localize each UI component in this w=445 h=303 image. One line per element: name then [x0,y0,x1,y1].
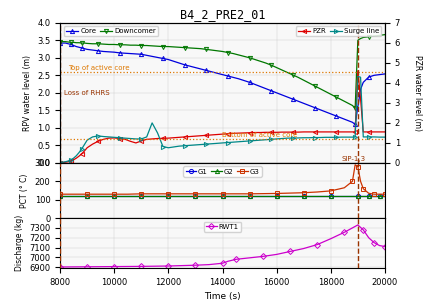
Y-axis label: PCT (° C): PCT (° C) [20,173,29,208]
Text: Loss of RHRS: Loss of RHRS [64,90,110,96]
Y-axis label: RPV water level (m): RPV water level (m) [23,55,32,131]
Y-axis label: PZR water level (m): PZR water level (m) [413,55,421,131]
Text: Top of active core: Top of active core [68,65,129,71]
Legend: RWT1: RWT1 [204,221,241,232]
Legend: G1, G2, G3: G1, G2, G3 [183,166,262,177]
Text: B4_2_PRE2_01: B4_2_PRE2_01 [180,8,265,21]
X-axis label: Time (s): Time (s) [204,292,241,301]
Text: SIP-1,3: SIP-1,3 [342,156,366,162]
Legend: PZR, Surge line: PZR, Surge line [295,26,381,36]
Y-axis label: Discharge (kg): Discharge (kg) [15,215,24,271]
Text: Bottom of active core: Bottom of active core [222,132,298,138]
